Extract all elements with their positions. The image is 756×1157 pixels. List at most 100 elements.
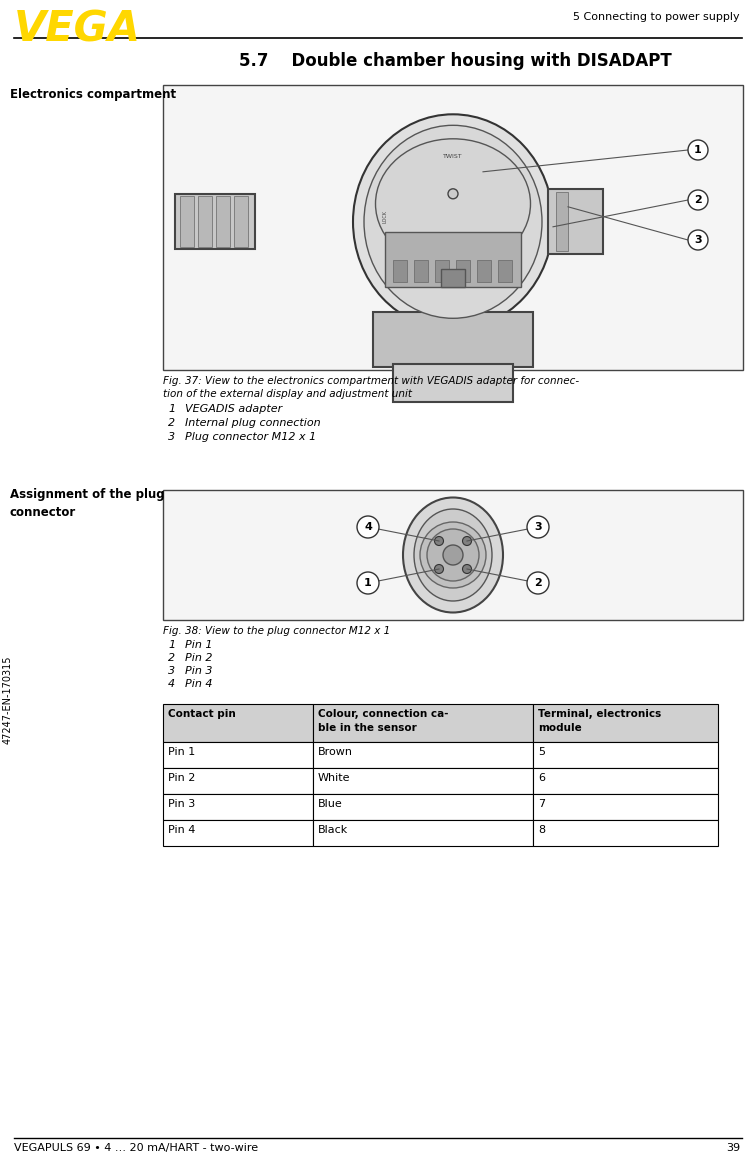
Bar — [498, 260, 512, 282]
Text: Plug connector M12 x 1: Plug connector M12 x 1 — [185, 432, 316, 442]
Bar — [477, 260, 491, 282]
Bar — [441, 268, 465, 287]
Bar — [373, 311, 533, 367]
Circle shape — [420, 522, 486, 588]
Text: Brown: Brown — [318, 747, 353, 757]
Text: Fig. 37: View to the electronics compartment with VEGADIS adapter for connec-: Fig. 37: View to the electronics compart… — [163, 376, 579, 386]
Text: Fig. 38: View to the plug connector M12 x 1: Fig. 38: View to the plug connector M12 … — [163, 626, 390, 636]
Text: Pin 4: Pin 4 — [168, 825, 195, 835]
Bar — [163, 491, 743, 620]
Circle shape — [527, 516, 549, 538]
Text: Contact pin: Contact pin — [168, 709, 236, 718]
Text: TWIST: TWIST — [443, 154, 463, 160]
Text: Terminal, electronics: Terminal, electronics — [538, 709, 662, 718]
Text: VEGA: VEGA — [14, 8, 141, 50]
Bar — [393, 363, 513, 401]
Bar — [533, 768, 718, 794]
Text: Colour, connection ca-: Colour, connection ca- — [318, 709, 448, 718]
Bar — [234, 196, 248, 246]
Text: LOCK: LOCK — [383, 211, 388, 223]
Ellipse shape — [376, 139, 531, 268]
Text: tion of the external display and adjustment unit: tion of the external display and adjustm… — [163, 389, 412, 399]
Text: 2: 2 — [168, 418, 175, 428]
Text: 5: 5 — [538, 747, 545, 757]
Bar — [556, 192, 568, 251]
Circle shape — [427, 529, 479, 581]
Circle shape — [357, 516, 379, 538]
Text: Blue: Blue — [318, 799, 342, 809]
Circle shape — [688, 230, 708, 250]
Bar — [313, 794, 533, 820]
Bar — [313, 820, 533, 846]
Text: 47247-EN-170315: 47247-EN-170315 — [3, 656, 13, 744]
Circle shape — [688, 140, 708, 160]
Circle shape — [463, 565, 472, 574]
Bar — [163, 742, 313, 768]
Ellipse shape — [353, 115, 553, 330]
Bar — [163, 703, 313, 742]
Bar — [216, 196, 230, 246]
Text: 2: 2 — [168, 653, 175, 663]
Text: 4: 4 — [168, 679, 175, 690]
Circle shape — [443, 545, 463, 565]
Text: 1: 1 — [694, 145, 702, 155]
Bar — [175, 194, 255, 249]
Bar — [385, 231, 521, 287]
Bar — [456, 260, 470, 282]
Bar — [393, 260, 407, 282]
Text: 7: 7 — [538, 799, 545, 809]
Text: 3: 3 — [168, 666, 175, 676]
Text: 1: 1 — [364, 578, 372, 588]
Text: ble in the sensor: ble in the sensor — [318, 723, 417, 734]
Text: Pin 2: Pin 2 — [168, 773, 195, 783]
Text: Pin 3: Pin 3 — [168, 799, 195, 809]
Text: 3: 3 — [168, 432, 175, 442]
Bar — [163, 820, 313, 846]
Text: VEGAPULS 69 • 4 … 20 mA/HART - two-wire: VEGAPULS 69 • 4 … 20 mA/HART - two-wire — [14, 1143, 258, 1154]
Bar — [198, 196, 212, 246]
Bar — [548, 189, 603, 253]
Text: Internal plug connection: Internal plug connection — [185, 418, 321, 428]
Bar — [533, 742, 718, 768]
Text: Black: Black — [318, 825, 349, 835]
Text: VEGADIS adapter: VEGADIS adapter — [185, 404, 282, 414]
Ellipse shape — [414, 509, 492, 600]
Circle shape — [463, 537, 472, 545]
Bar — [313, 703, 533, 742]
Circle shape — [435, 537, 444, 545]
Bar — [435, 260, 449, 282]
Text: 5 Connecting to power supply: 5 Connecting to power supply — [573, 12, 740, 22]
Text: Assignment of the plug
connector: Assignment of the plug connector — [10, 488, 165, 519]
Circle shape — [527, 572, 549, 594]
Ellipse shape — [403, 498, 503, 612]
Text: Electronics compartment: Electronics compartment — [10, 88, 176, 101]
Bar — [313, 742, 533, 768]
Text: Pin 1: Pin 1 — [185, 640, 212, 650]
Text: 3: 3 — [694, 235, 702, 245]
Text: 8: 8 — [538, 825, 545, 835]
Bar — [533, 703, 718, 742]
Bar — [180, 196, 194, 246]
Circle shape — [435, 565, 444, 574]
Bar — [163, 84, 743, 370]
Circle shape — [357, 572, 379, 594]
Text: Pin 2: Pin 2 — [185, 653, 212, 663]
Text: 2: 2 — [694, 196, 702, 205]
Text: 39: 39 — [726, 1143, 740, 1154]
Text: module: module — [538, 723, 582, 734]
Text: 1: 1 — [168, 404, 175, 414]
Text: 2: 2 — [534, 578, 542, 588]
Bar — [313, 768, 533, 794]
Text: Pin 3: Pin 3 — [185, 666, 212, 676]
Text: Pin 4: Pin 4 — [185, 679, 212, 690]
Circle shape — [688, 190, 708, 211]
Circle shape — [448, 189, 458, 199]
Text: 5.7    Double chamber housing with DISADAPT: 5.7 Double chamber housing with DISADAPT — [239, 52, 671, 71]
Bar — [163, 768, 313, 794]
Text: White: White — [318, 773, 351, 783]
Bar — [163, 794, 313, 820]
Text: 3: 3 — [534, 522, 542, 532]
Text: 6: 6 — [538, 773, 545, 783]
Bar — [414, 260, 428, 282]
Text: 4: 4 — [364, 522, 372, 532]
